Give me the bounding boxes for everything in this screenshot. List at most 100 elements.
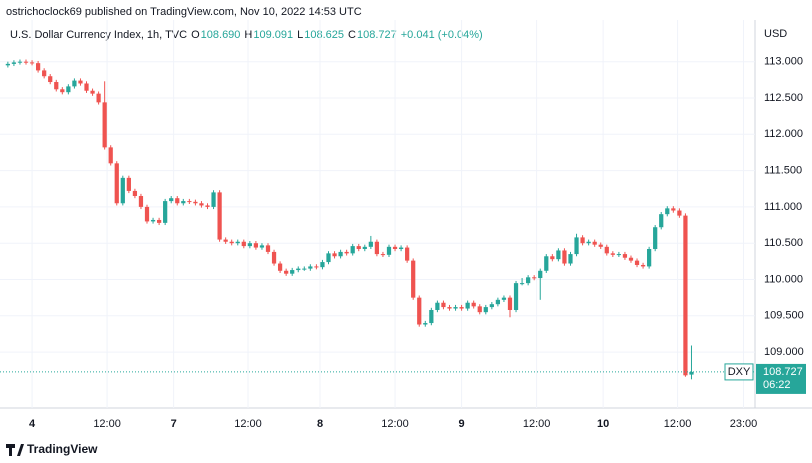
ohlc-value: 108.690 [201, 29, 241, 41]
candle-body [441, 302, 446, 308]
candle-body [562, 250, 567, 264]
candle-body [314, 266, 319, 268]
candle-body [265, 245, 271, 252]
ohlc-key: L [297, 29, 303, 41]
candle-body [187, 201, 192, 203]
candle-body [114, 163, 119, 204]
currency-label: USD [764, 28, 787, 40]
candle-body [392, 246, 398, 250]
price-tag [756, 363, 806, 394]
candle-body [205, 205, 210, 207]
candle-body [217, 192, 222, 240]
candle-body [550, 256, 555, 260]
candle-body [54, 82, 59, 90]
candle-body [84, 83, 89, 91]
x-tick-label: 12:00 [664, 418, 692, 430]
candle-body [386, 246, 392, 255]
candle-body [532, 277, 537, 279]
candle-body [120, 177, 125, 204]
x-tick-label: 12:00 [93, 418, 121, 430]
x-tick-label: 12:00 [523, 418, 551, 430]
candle-body [199, 203, 204, 206]
candle-body [126, 177, 131, 191]
symbol-label: DXY [728, 366, 751, 378]
candle-body [290, 270, 295, 274]
candle-body [175, 198, 180, 204]
y-tick-label: 109.000 [764, 346, 804, 358]
candle-body [326, 253, 331, 263]
candle-body [429, 309, 434, 324]
candle-body [253, 243, 259, 248]
candle-body [653, 227, 658, 250]
candle-body [647, 249, 652, 267]
candle-body [622, 254, 628, 258]
candle-body [332, 253, 337, 257]
candle-body [689, 371, 694, 375]
candle-body [42, 70, 47, 77]
candle-body [580, 237, 585, 244]
candle-body [501, 297, 507, 300]
candle-body [48, 76, 53, 83]
candle-body [489, 304, 494, 308]
candle-body [150, 219, 156, 222]
candle-body [598, 244, 603, 247]
candle-body [417, 297, 422, 325]
candle-body [271, 251, 277, 264]
price-tag-countdown: 06:22 [763, 379, 791, 391]
x-tick-label: 8 [317, 418, 323, 430]
candle-body [495, 299, 501, 305]
candle-body [574, 237, 579, 255]
candle-body [556, 250, 561, 260]
candle-body [338, 251, 343, 257]
candle-body [284, 270, 289, 274]
candle-body [659, 214, 664, 228]
ohlc-value: 108.727 [357, 29, 397, 41]
ohlc-key: C [348, 29, 356, 41]
candle-body [17, 61, 23, 63]
x-tick-label: 9 [459, 418, 465, 430]
candle-body [66, 86, 71, 93]
candle-body [78, 80, 83, 84]
candle-body [308, 266, 313, 269]
candle-body [193, 201, 198, 204]
candle-body [411, 260, 416, 298]
candle-body [380, 254, 386, 256]
candle-body [138, 196, 144, 207]
candle-body [483, 307, 488, 313]
candle-body [132, 190, 138, 197]
candle-body [320, 262, 325, 268]
candle-body [23, 61, 29, 63]
price-tag-value: 108.727 [763, 366, 803, 378]
candle-body [634, 260, 640, 265]
candle-body [374, 241, 380, 255]
chart-title: U.S. Dollar Currency Index, 1h, TVC [10, 29, 187, 41]
candle-body [277, 263, 283, 271]
logo: TradingView [6, 442, 98, 456]
y-tick-label: 111.500 [764, 165, 802, 177]
candle-body [5, 63, 10, 66]
y-tick-label: 110.000 [764, 273, 803, 285]
candle-body [513, 283, 519, 310]
x-tick-label: 4 [29, 418, 36, 430]
candle-body [344, 251, 349, 254]
candle-body [507, 297, 513, 310]
candle-body [519, 283, 525, 285]
candle-body [471, 302, 476, 307]
candle-body [683, 215, 688, 376]
candle-body [356, 246, 361, 250]
candle-body [169, 198, 174, 202]
candle-body [538, 270, 543, 279]
symbol-tag [724, 363, 754, 381]
candle-body [11, 62, 17, 64]
candle-body [211, 192, 216, 207]
candle-body [435, 302, 440, 310]
candle-body [453, 307, 458, 309]
candle-body [423, 323, 428, 325]
y-tick-label: 111.000 [764, 201, 802, 213]
legend: U.S. Dollar Currency Index, 1h, TVC O 108… [10, 29, 483, 41]
ohlc-key: O [191, 29, 200, 41]
x-tick-label: 23:00 [730, 418, 758, 430]
candle-body [296, 268, 301, 271]
candle-body [459, 307, 464, 309]
candle-body [398, 247, 404, 250]
